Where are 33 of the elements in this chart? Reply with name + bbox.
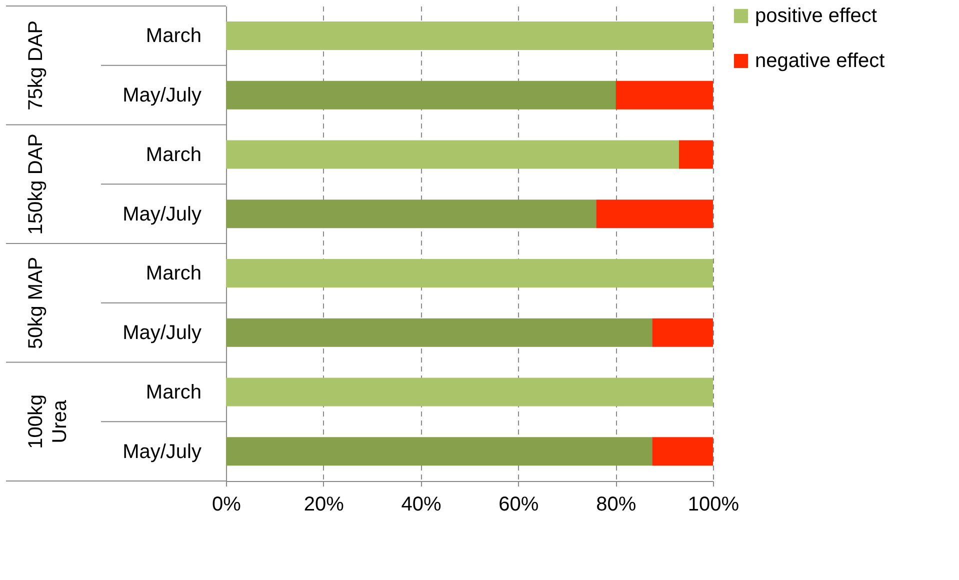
y-tick-label: May/July bbox=[122, 322, 202, 344]
y-tick-label: May/July bbox=[122, 440, 202, 463]
bar bbox=[652, 318, 713, 347]
bar bbox=[652, 437, 713, 466]
text: 100kg Urea bbox=[25, 394, 71, 449]
text: 50kg MAP bbox=[25, 256, 47, 350]
bar bbox=[226, 200, 596, 228]
y-tick-label: May/July bbox=[122, 203, 202, 226]
bar bbox=[226, 80, 616, 110]
y-tick-label: March bbox=[146, 262, 202, 285]
y-tick-label: March bbox=[146, 144, 202, 166]
bar bbox=[226, 258, 713, 288]
y-tick-label: May/July bbox=[122, 84, 202, 107]
x-tick-label: 80% bbox=[596, 494, 636, 516]
legend-label: negative effect bbox=[755, 50, 886, 72]
y-tick-label: March bbox=[146, 381, 202, 404]
y-tick-label: March bbox=[146, 25, 202, 48]
bar bbox=[616, 80, 713, 110]
text: 150kg DAP bbox=[25, 134, 47, 235]
text: 75kg DAP bbox=[25, 20, 47, 110]
x-tick-label: 20% bbox=[304, 494, 344, 516]
bar bbox=[596, 200, 713, 228]
x-tick-label: 100% bbox=[688, 494, 740, 516]
bar bbox=[226, 140, 679, 169]
bar bbox=[226, 21, 713, 50]
x-tick-label: 40% bbox=[401, 494, 442, 516]
legend-label: positive effect bbox=[755, 5, 878, 27]
bar bbox=[226, 378, 713, 406]
bar bbox=[678, 140, 713, 169]
bar bbox=[226, 318, 652, 347]
bar bbox=[226, 437, 652, 466]
x-tick-label: 0% bbox=[212, 494, 242, 516]
x-tick-label: 60% bbox=[498, 494, 539, 516]
